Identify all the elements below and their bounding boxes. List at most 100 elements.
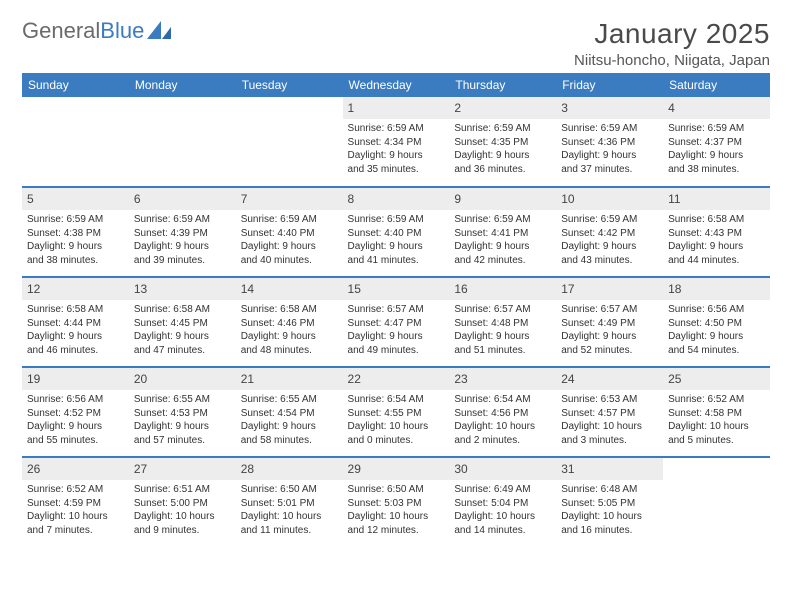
sunset-text: Sunset: 4:39 PM (133, 227, 232, 241)
logo-sail-icon (147, 21, 173, 41)
logo: GeneralBlue (22, 18, 173, 44)
day-cell: 14Sunrise: 6:58 AMSunset: 4:46 PMDayligh… (236, 277, 343, 367)
week-row: 1Sunrise: 6:59 AMSunset: 4:34 PMDaylight… (22, 97, 770, 187)
daylight-line-1: Daylight: 9 hours (560, 149, 659, 163)
logo-text-gray: General (22, 18, 100, 44)
sunset-text: Sunset: 5:03 PM (347, 497, 446, 511)
daylight-line-1: Daylight: 9 hours (347, 240, 446, 254)
daylight-line-1: Daylight: 10 hours (26, 510, 125, 524)
day-cell: 24Sunrise: 6:53 AMSunset: 4:57 PMDayligh… (556, 367, 663, 457)
header: GeneralBlue January 2025 Niitsu-honcho, … (22, 18, 770, 69)
day-cell: 20Sunrise: 6:55 AMSunset: 4:53 PMDayligh… (129, 367, 236, 457)
daylight-line-1: Daylight: 10 hours (133, 510, 232, 524)
daylight-line-2: and 11 minutes. (240, 524, 339, 538)
day-cell: 25Sunrise: 6:52 AMSunset: 4:58 PMDayligh… (663, 367, 770, 457)
week-row: 19Sunrise: 6:56 AMSunset: 4:52 PMDayligh… (22, 367, 770, 457)
day-number: 7 (236, 188, 343, 210)
week-row: 26Sunrise: 6:52 AMSunset: 4:59 PMDayligh… (22, 457, 770, 547)
day-cell: 2Sunrise: 6:59 AMSunset: 4:35 PMDaylight… (449, 97, 556, 187)
day-cell: 8Sunrise: 6:59 AMSunset: 4:40 PMDaylight… (343, 187, 450, 277)
daylight-line-2: and 54 minutes. (667, 344, 766, 358)
day-of-week-row: Sunday Monday Tuesday Wednesday Thursday… (22, 73, 770, 97)
day-number: 4 (663, 97, 770, 119)
sunset-text: Sunset: 4:40 PM (240, 227, 339, 241)
daylight-line-1: Daylight: 10 hours (453, 510, 552, 524)
sunrise-text: Sunrise: 6:58 AM (667, 213, 766, 227)
sunset-text: Sunset: 4:50 PM (667, 317, 766, 331)
logo-text-blue: Blue (100, 18, 144, 44)
calendar-page: GeneralBlue January 2025 Niitsu-honcho, … (0, 0, 792, 565)
day-number: 9 (449, 188, 556, 210)
day-cell: 1Sunrise: 6:59 AMSunset: 4:34 PMDaylight… (343, 97, 450, 187)
day-number: 25 (663, 368, 770, 390)
week-row: 12Sunrise: 6:58 AMSunset: 4:44 PMDayligh… (22, 277, 770, 367)
daylight-line-1: Daylight: 9 hours (453, 330, 552, 344)
sunset-text: Sunset: 4:59 PM (26, 497, 125, 511)
day-number: 16 (449, 278, 556, 300)
day-cell: 30Sunrise: 6:49 AMSunset: 5:04 PMDayligh… (449, 457, 556, 547)
day-cell: 28Sunrise: 6:50 AMSunset: 5:01 PMDayligh… (236, 457, 343, 547)
day-cell: 31Sunrise: 6:48 AMSunset: 5:05 PMDayligh… (556, 457, 663, 547)
daylight-line-2: and 47 minutes. (133, 344, 232, 358)
sunrise-text: Sunrise: 6:59 AM (453, 213, 552, 227)
sunset-text: Sunset: 4:49 PM (560, 317, 659, 331)
daylight-line-2: and 16 minutes. (560, 524, 659, 538)
sunrise-text: Sunrise: 6:59 AM (667, 122, 766, 136)
day-number (129, 97, 236, 119)
sunrise-text: Sunrise: 6:55 AM (133, 393, 232, 407)
sunset-text: Sunset: 4:42 PM (560, 227, 659, 241)
daylight-line-1: Daylight: 9 hours (133, 420, 232, 434)
sunrise-text: Sunrise: 6:59 AM (26, 213, 125, 227)
day-number: 15 (343, 278, 450, 300)
daylight-line-2: and 3 minutes. (560, 434, 659, 448)
dow-friday: Friday (556, 73, 663, 97)
day-number: 2 (449, 97, 556, 119)
week-row: 5Sunrise: 6:59 AMSunset: 4:38 PMDaylight… (22, 187, 770, 277)
day-number (663, 458, 770, 480)
page-subtitle: Niitsu-honcho, Niigata, Japan (574, 52, 770, 69)
daylight-line-1: Daylight: 9 hours (560, 240, 659, 254)
day-cell: 16 Sunrise: 6:57 AMSunset: 4:48 PMDayligh… (449, 277, 556, 367)
day-number (22, 97, 129, 119)
day-cell: 26Sunrise: 6:52 AMSunset: 4:59 PMDayligh… (22, 457, 129, 547)
day-number: 29 (343, 458, 450, 480)
sunset-text: Sunset: 4:55 PM (347, 407, 446, 421)
daylight-line-2: and 14 minutes. (453, 524, 552, 538)
daylight-line-2: and 2 minutes. (453, 434, 552, 448)
sunset-text: Sunset: 4:48 PM (453, 317, 552, 331)
day-number: 23 (449, 368, 556, 390)
daylight-line-2: and 42 minutes. (453, 254, 552, 268)
daylight-line-1: Daylight: 9 hours (240, 330, 339, 344)
dow-tuesday: Tuesday (236, 73, 343, 97)
day-number: 10 (556, 188, 663, 210)
daylight-line-2: and 37 minutes. (560, 163, 659, 177)
daylight-line-2: and 40 minutes. (240, 254, 339, 268)
sunrise-text: Sunrise: 6:50 AM (240, 483, 339, 497)
day-cell (236, 97, 343, 187)
sunset-text: Sunset: 5:00 PM (133, 497, 232, 511)
daylight-line-2: and 12 minutes. (347, 524, 446, 538)
day-cell: 10Sunrise: 6:59 AMSunset: 4:42 PMDayligh… (556, 187, 663, 277)
daylight-line-1: Daylight: 10 hours (667, 420, 766, 434)
daylight-line-2: and 38 minutes. (667, 163, 766, 177)
daylight-line-1: Daylight: 9 hours (347, 330, 446, 344)
day-cell (22, 97, 129, 187)
daylight-line-1: Daylight: 9 hours (667, 330, 766, 344)
daylight-line-2: and 55 minutes. (26, 434, 125, 448)
sunset-text: Sunset: 4:47 PM (347, 317, 446, 331)
day-cell: 15Sunrise: 6:57 AMSunset: 4:47 PMDayligh… (343, 277, 450, 367)
calendar-table: Sunday Monday Tuesday Wednesday Thursday… (22, 73, 770, 547)
sunset-text: Sunset: 4:36 PM (560, 136, 659, 150)
daylight-line-1: Daylight: 10 hours (347, 420, 446, 434)
daylight-line-2: and 58 minutes. (240, 434, 339, 448)
daylight-line-1: Daylight: 9 hours (133, 240, 232, 254)
sunrise-text: Sunrise: 6:57 AM (453, 303, 552, 317)
day-cell: 17Sunrise: 6:57 AMSunset: 4:49 PMDayligh… (556, 277, 663, 367)
day-number: 1 (343, 97, 450, 119)
dow-thursday: Thursday (449, 73, 556, 97)
sunrise-text: Sunrise: 6:59 AM (347, 213, 446, 227)
sunrise-text: Sunrise: 6:58 AM (240, 303, 339, 317)
sunrise-text: Sunrise: 6:55 AM (240, 393, 339, 407)
sunset-text: Sunset: 4:56 PM (453, 407, 552, 421)
sunrise-text: Sunrise: 6:52 AM (26, 483, 125, 497)
